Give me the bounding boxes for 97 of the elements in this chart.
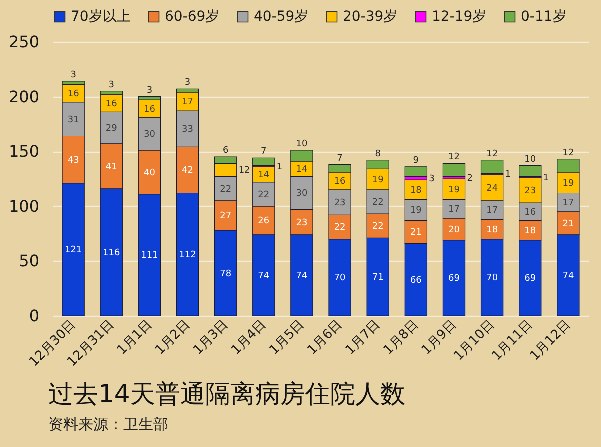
data-label: 16 bbox=[68, 90, 80, 100]
data-label: 24 bbox=[486, 184, 498, 194]
data-label: 21 bbox=[410, 228, 422, 238]
text: 资料来源：卫生部 bbox=[48, 416, 168, 434]
data-label: 12 bbox=[238, 166, 250, 176]
data-label: 3 bbox=[146, 86, 153, 96]
data-label: 8 bbox=[375, 149, 382, 160]
data-label: 3 bbox=[70, 70, 76, 80]
y-tick-label: 100 bbox=[8, 196, 40, 216]
data-label: 21 bbox=[562, 219, 574, 230]
data-label: 12 bbox=[562, 148, 574, 158]
data-label: 22 bbox=[334, 223, 346, 234]
data-label: 22 bbox=[372, 222, 384, 232]
data-label: 9 bbox=[413, 156, 420, 166]
data-label: 23 bbox=[524, 186, 536, 197]
data-label: 41 bbox=[106, 162, 118, 172]
legend-label: 12-19岁 bbox=[432, 9, 487, 25]
x-tick-label: 1月8日 bbox=[381, 318, 422, 358]
data-label: 42 bbox=[182, 166, 194, 176]
data-label: 69 bbox=[448, 274, 460, 284]
data-label: 16 bbox=[144, 104, 156, 115]
y-tick-label: 200 bbox=[8, 87, 40, 106]
data-label: 69 bbox=[524, 274, 536, 284]
data-label: 19 bbox=[448, 185, 460, 196]
data-label: 16 bbox=[334, 177, 346, 188]
data-label: 22 bbox=[258, 190, 270, 200]
data-label: 3 bbox=[108, 80, 114, 90]
data-label: 14 bbox=[258, 170, 270, 181]
x-tick-label: 1月2日 bbox=[152, 318, 194, 358]
data-label: 12 bbox=[486, 149, 498, 160]
data-label: 74 bbox=[562, 271, 574, 282]
data-label: 14 bbox=[296, 165, 308, 176]
data-label: 40 bbox=[144, 168, 156, 178]
data-label: 23 bbox=[296, 218, 308, 228]
data-label: 30 bbox=[296, 189, 308, 200]
x-tick-label: 1月1日 bbox=[114, 318, 156, 358]
data-label: 78 bbox=[220, 269, 232, 280]
data-label: 43 bbox=[68, 156, 80, 166]
data-label: 7 bbox=[337, 154, 343, 164]
data-label: 2 bbox=[467, 174, 473, 184]
data-label: 70 bbox=[334, 274, 346, 284]
data-label: 17 bbox=[562, 198, 574, 209]
data-label: 19 bbox=[410, 206, 422, 216]
data-label: 16 bbox=[524, 208, 536, 218]
data-label: 7 bbox=[261, 147, 267, 158]
data-label: 10 bbox=[524, 154, 536, 165]
bar bbox=[442, 163, 466, 178]
bar bbox=[404, 166, 428, 178]
data-label: 17 bbox=[182, 98, 194, 108]
data-label: 71 bbox=[372, 273, 384, 284]
data-label: 29 bbox=[106, 124, 118, 134]
data-label: 27 bbox=[220, 212, 232, 222]
data-label: 18 bbox=[410, 186, 422, 196]
data-label: 70 bbox=[486, 274, 498, 284]
data-label: 3 bbox=[184, 78, 191, 88]
data-label: 112 bbox=[179, 250, 196, 261]
data-label: 1 bbox=[505, 170, 512, 180]
data-label: 10 bbox=[296, 140, 308, 150]
legend-label: 0-11岁 bbox=[521, 9, 567, 25]
x-tick-label: 1月3日 bbox=[190, 318, 232, 358]
data-label: 74 bbox=[296, 271, 308, 282]
data-label: 12 bbox=[448, 152, 460, 163]
y-tick-label: 150 bbox=[8, 142, 40, 162]
data-label: 33 bbox=[182, 125, 194, 136]
data-label: 31 bbox=[68, 115, 80, 126]
data-label: 19 bbox=[372, 176, 384, 186]
data-label: 19 bbox=[562, 178, 574, 189]
legend-label: 70岁以上 bbox=[71, 9, 131, 25]
data-label: 22 bbox=[372, 198, 384, 208]
data-label: 111 bbox=[141, 251, 158, 262]
x-tick-label: 1月6日 bbox=[305, 318, 346, 358]
x-tick-label: 1月7日 bbox=[343, 318, 384, 358]
data-label: 18 bbox=[524, 226, 536, 237]
data-label: 1 bbox=[543, 173, 550, 184]
text: 过去14天普通隔离病房住院人数 bbox=[48, 380, 406, 409]
data-label: 1 bbox=[276, 162, 283, 172]
legend-label: 60-69岁 bbox=[165, 9, 220, 25]
data-label: 26 bbox=[258, 216, 270, 227]
data-label: 22 bbox=[220, 184, 232, 195]
y-tick-label: 0 bbox=[29, 306, 40, 326]
y-tick-label: 250 bbox=[8, 32, 40, 52]
data-label: 18 bbox=[486, 225, 498, 236]
data-label: 30 bbox=[144, 130, 156, 140]
data-label: 17 bbox=[448, 205, 460, 216]
legend-label: 40-59岁 bbox=[254, 9, 309, 25]
data-label: 3 bbox=[429, 174, 435, 184]
data-label: 74 bbox=[258, 271, 270, 282]
data-label: 6 bbox=[222, 146, 229, 156]
data-label: 121 bbox=[64, 246, 82, 256]
data-label: 116 bbox=[103, 248, 120, 258]
legend-label: 20-39岁 bbox=[343, 9, 398, 25]
data-label: 17 bbox=[486, 206, 498, 216]
data-label: 16 bbox=[106, 99, 118, 110]
data-label: 23 bbox=[334, 198, 346, 209]
data-label: 66 bbox=[410, 276, 422, 286]
y-tick-label: 50 bbox=[19, 252, 40, 271]
data-label: 20 bbox=[448, 225, 460, 236]
